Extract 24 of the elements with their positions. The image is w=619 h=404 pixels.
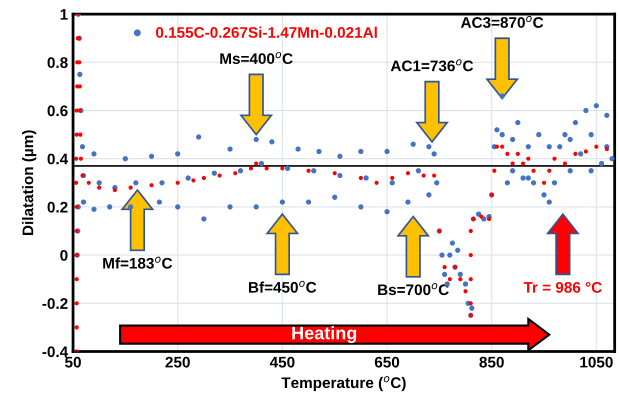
y-axis-title: Dilatation (µm)	[22, 130, 36, 235]
x-tick-label: 450	[270, 356, 294, 368]
annotation: Ms=400$^{o}$C	[220, 52, 293, 64]
x-tick-label: 1050	[580, 356, 613, 368]
y-tick-label: -0.4	[42, 346, 68, 358]
y-tick-label: 0.8	[48, 57, 68, 68]
x-tick-label: 50	[65, 356, 81, 368]
annotation: Bf=450$^{o}$C	[249, 280, 316, 293]
annotation: Mf=183$^{o}$C	[103, 256, 172, 269]
y-tick-label: 0	[60, 250, 68, 261]
x-tick-label: 850	[479, 356, 504, 368]
y-tick-label: 0.4	[48, 154, 68, 164]
x-tick-label: 250	[165, 356, 190, 368]
annotation: Tr = 986 °C	[524, 282, 602, 293]
annotation: AC1=736$^{o}$C	[390, 59, 474, 72]
annotation: AC3=870$^{o}$C	[460, 16, 544, 28]
y-tick-label: 0.2	[48, 202, 68, 213]
y-tick-label: -0.2	[42, 298, 68, 309]
x-tick-label: 650	[374, 356, 400, 368]
legend-label: 0.155C-0.267Si-1.47Mn-0.021Al	[156, 26, 377, 38]
x-axis-title: Temperature ($^{o}$C)	[281, 376, 406, 392]
y-tick-label: 1	[60, 9, 68, 20]
y-tick-label: 0.6	[48, 105, 68, 116]
annotation: Heating	[292, 326, 356, 344]
